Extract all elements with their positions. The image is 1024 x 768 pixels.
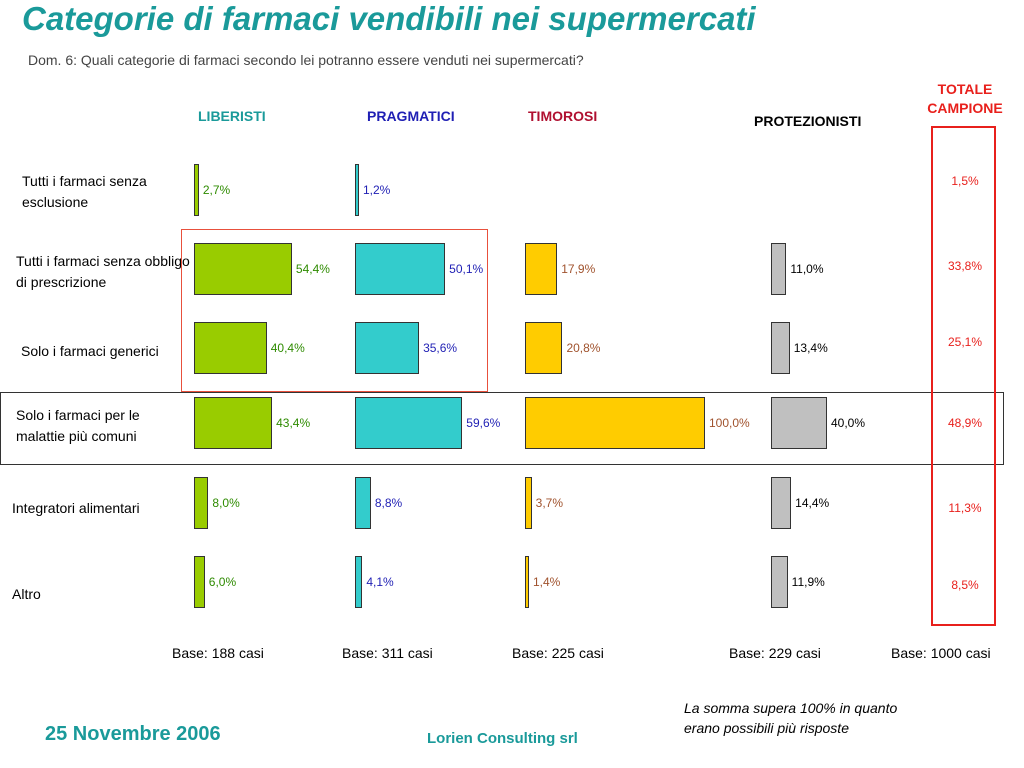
- company-name: Lorien Consulting srl: [427, 730, 578, 747]
- bar-liberisti-3: [194, 322, 267, 374]
- bar-timorosi-4: [525, 397, 705, 449]
- value-label-liberisti-2: 54,4%: [295, 262, 330, 276]
- value-label-pragmatici-2: 50,1%: [449, 262, 484, 276]
- bar-pragmatici-4: [355, 397, 463, 449]
- group-label-totale: TOTALE CAMPIONE: [900, 80, 1024, 118]
- value-label-timorosi-6: 1,4%: [533, 575, 561, 589]
- group-label-liberisti: LIBERISTI: [198, 108, 266, 124]
- value-label-liberisti-3: 40,4%: [270, 341, 305, 355]
- bar-liberisti-1: [194, 164, 199, 216]
- bar-liberisti-4: [194, 397, 273, 449]
- row-label-1: Tutti i farmaci senza esclusione: [22, 173, 147, 210]
- value-label-pragmatici-6: 4,1%: [366, 575, 394, 589]
- bar-timorosi-6: [525, 556, 529, 608]
- base-liberisti: Base: 188 casi: [172, 645, 264, 661]
- bar-liberisti-6: [194, 556, 205, 608]
- value-label-timorosi-3: 20,8%: [566, 341, 601, 355]
- value-label-protezionisti-5: 14,4%: [795, 496, 830, 510]
- value-label-liberisti-5: 8,0%: [212, 496, 240, 510]
- value-label-pragmatici-4: 59,6%: [466, 416, 501, 430]
- value-label-pragmatici-5: 8,8%: [374, 496, 403, 510]
- totale-value-4: 48,9%: [947, 416, 983, 430]
- row-label-6: Altro: [12, 586, 41, 602]
- value-label-pragmatici-1: 1,2%: [363, 183, 391, 197]
- value-label-pragmatici-3: 35,6%: [423, 341, 458, 355]
- value-label-timorosi-4: 100,0%: [709, 416, 750, 430]
- bar-pragmatici-6: [355, 556, 363, 608]
- totale-label-line1: TOTALE: [937, 81, 993, 97]
- value-label-protezionisti-3: 13,4%: [793, 341, 828, 355]
- value-label-liberisti-1: 2,7%: [202, 183, 231, 197]
- totale-label-line2: CAMPIONE: [927, 100, 1003, 116]
- group-label-protezionisti: PROTEZIONISTI: [754, 113, 862, 129]
- bar-timorosi-2: [525, 243, 558, 295]
- row-label-4: Solo i farmaci per le malattie più comun…: [16, 407, 140, 444]
- bar-liberisti-5: [194, 477, 209, 529]
- bar-timorosi-3: [525, 322, 563, 374]
- value-label-protezionisti-4: 40,0%: [831, 416, 866, 430]
- row-label-3: Solo i farmaci generici: [21, 343, 159, 359]
- bar-pragmatici-1: [355, 164, 359, 216]
- totale-value-2: 33,8%: [947, 259, 983, 273]
- bar-pragmatici-3: [355, 322, 420, 374]
- bar-protezionisti-6: [771, 556, 788, 608]
- highlight-box-common-diseases-row: [0, 392, 1004, 465]
- value-label-timorosi-5: 3,7%: [535, 496, 564, 510]
- row-label-5: Integratori alimentari: [12, 500, 140, 516]
- base-pragmatici: Base: 311 casi: [342, 645, 433, 661]
- group-label-timorosi: TIMOROSI: [528, 108, 598, 124]
- bar-liberisti-2: [194, 243, 292, 295]
- footnote-line1: La somma supera 100% in quanto: [684, 700, 898, 716]
- base-protezionisti: Base: 229 casi: [729, 645, 821, 661]
- totale-value-1: 1,5%: [951, 174, 979, 188]
- value-label-protezionisti-6: 11,9%: [791, 575, 825, 589]
- bar-pragmatici-2: [355, 243, 446, 295]
- row-label-2: Tutti i farmaci senza obbligo di prescri…: [16, 253, 190, 290]
- highlight-box-totale: [931, 126, 996, 626]
- totale-value-3: 25,1%: [947, 335, 983, 349]
- bar-protezionisti-4: [771, 397, 827, 449]
- footnote: La somma supera 100% in quanto erano pos…: [684, 698, 897, 738]
- bar-protezionisti-5: [771, 477, 792, 529]
- bar-protezionisti-2: [771, 243, 787, 295]
- value-label-timorosi-2: 17,9%: [561, 262, 596, 276]
- value-label-liberisti-6: 6,0%: [208, 575, 237, 589]
- footnote-line2: erano possibili più risposte: [684, 720, 849, 736]
- date: 25 Novembre 2006: [45, 723, 221, 745]
- bar-protezionisti-3: [771, 322, 790, 374]
- value-label-liberisti-4: 43,4%: [276, 416, 311, 430]
- base-timorosi: Base: 225 casi: [512, 645, 604, 661]
- bar-timorosi-5: [525, 477, 532, 529]
- bar-pragmatici-5: [355, 477, 371, 529]
- value-label-protezionisti-2: 11,0%: [790, 262, 824, 276]
- totale-value-6: 8,5%: [951, 578, 979, 592]
- group-label-pragmatici: PRAGMATICI: [367, 108, 455, 124]
- page-title: Categorie di farmaci vendibili nei super…: [22, 0, 756, 37]
- base-totale: Base: 1000 casi: [891, 645, 991, 661]
- totale-value-5: 11,3%: [948, 501, 982, 515]
- highlight-box-liberisti-pragmatici: [181, 229, 488, 392]
- question-subtitle: Dom. 6: Quali categorie di farmaci secon…: [28, 52, 584, 68]
